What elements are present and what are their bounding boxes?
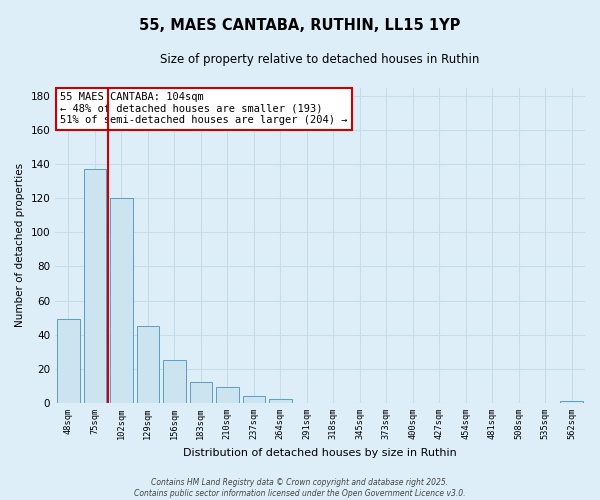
Y-axis label: Number of detached properties: Number of detached properties <box>15 163 25 327</box>
Text: 55, MAES CANTABA, RUTHIN, LL15 1YP: 55, MAES CANTABA, RUTHIN, LL15 1YP <box>139 18 461 32</box>
Text: Contains HM Land Registry data © Crown copyright and database right 2025.
Contai: Contains HM Land Registry data © Crown c… <box>134 478 466 498</box>
Bar <box>163 360 185 403</box>
X-axis label: Distribution of detached houses by size in Ruthin: Distribution of detached houses by size … <box>183 448 457 458</box>
Bar <box>83 170 106 403</box>
Bar <box>190 382 212 403</box>
Bar <box>137 326 159 403</box>
Bar <box>269 400 292 403</box>
Bar <box>242 396 265 403</box>
Bar <box>110 198 133 403</box>
Bar <box>560 401 583 403</box>
Title: Size of property relative to detached houses in Ruthin: Size of property relative to detached ho… <box>160 52 480 66</box>
Bar <box>216 388 239 403</box>
Text: 55 MAES CANTABA: 104sqm
← 48% of detached houses are smaller (193)
51% of semi-d: 55 MAES CANTABA: 104sqm ← 48% of detache… <box>61 92 348 126</box>
Bar <box>57 320 80 403</box>
